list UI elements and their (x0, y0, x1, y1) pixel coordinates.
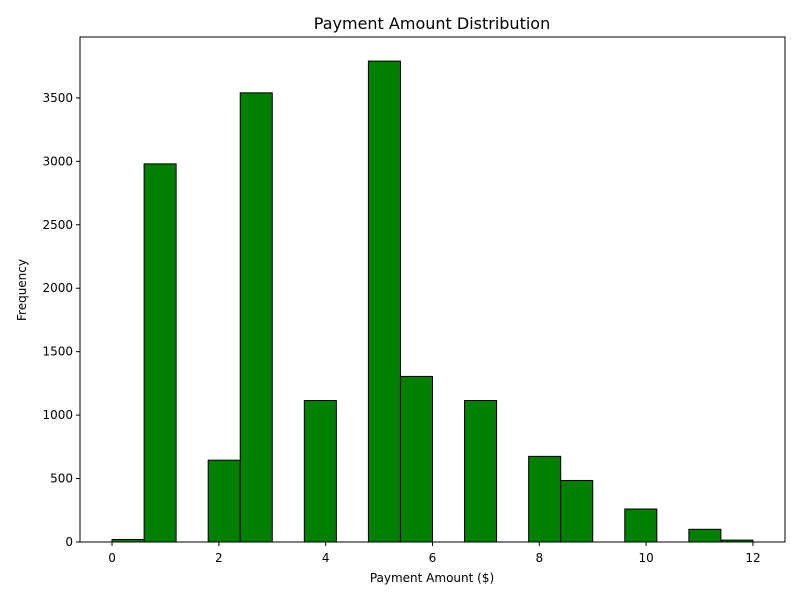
histogram-bar-14 (560, 479, 594, 543)
histogram-bar-13 (528, 455, 562, 543)
chart-title: Payment Amount Distribution (314, 14, 550, 33)
y-axis-ticks: 0 500 1000 1500 2000 2500 3000 3500 (42, 91, 80, 549)
y-tick-label: 3000 (42, 154, 73, 168)
histogram-bar-1 (143, 163, 177, 543)
histogram-bar-16 (624, 508, 658, 543)
y-tick-label: 1000 (42, 408, 73, 422)
y-tick-label: 2500 (42, 218, 73, 232)
y-tick-label: 0 (65, 535, 73, 549)
histogram-bar-18 (688, 528, 722, 543)
bars-group (111, 60, 754, 543)
y-tick-label: 1500 (42, 345, 73, 359)
x-tick-label: 2 (215, 551, 223, 565)
x-tick-label: 8 (535, 551, 543, 565)
y-tick-label: 2000 (42, 281, 73, 295)
y-axis-label: Frequency (15, 259, 29, 321)
histogram-bar-8 (367, 60, 401, 543)
y-tick-label: 3500 (42, 91, 73, 105)
x-tick-label: 0 (108, 551, 116, 565)
x-tick-label: 4 (322, 551, 330, 565)
x-tick-label: 10 (638, 551, 653, 565)
histogram-bar-3 (207, 459, 241, 543)
histogram-bar-4 (239, 92, 273, 543)
x-tick-label: 12 (745, 551, 760, 565)
x-axis-label: Payment Amount ($) (370, 571, 494, 585)
y-tick-label: 500 (50, 472, 73, 486)
x-tick-label: 6 (429, 551, 437, 565)
x-axis-ticks: 0 2 4 6 8 10 12 (108, 542, 761, 565)
histogram-bar-6 (303, 400, 337, 543)
histogram-bar-11 (464, 400, 498, 543)
histogram-bar-9 (399, 375, 434, 543)
